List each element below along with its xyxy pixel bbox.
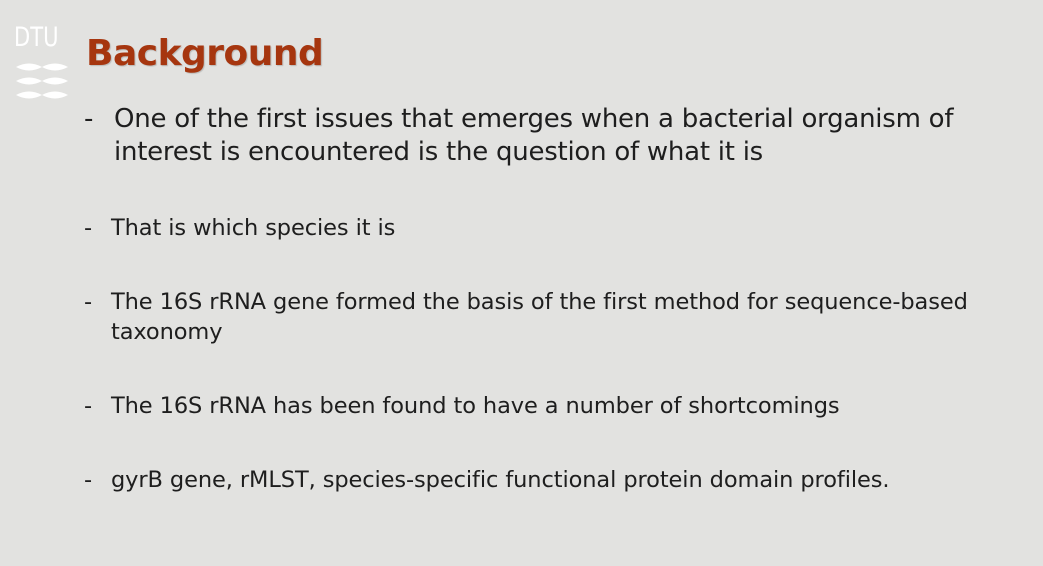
slide-title: Background [86,33,324,74]
bullet-text: One of the first issues that emerges whe… [114,104,954,167]
bullet-item: - The 16S rRNA has been found to have a … [84,391,1039,421]
bullet-dash: - [84,215,93,241]
bullet-dash: - [84,289,93,315]
dtu-wave-logo-icon [16,63,68,99]
logo-text: DTU [14,22,59,53]
dtu-logo: DTU [14,22,70,112]
bullet-text: The 16S rRNA has been found to have a nu… [111,393,840,419]
bullet-text: The 16S rRNA gene formed the basis of th… [111,289,968,345]
bullet-text: gyrB gene, rMLST, species-specific funct… [111,467,890,493]
bullet-item: - That is which species it is [84,213,1039,243]
bullet-dash: - [84,393,93,419]
bullet-item: - The 16S rRNA gene formed the basis of … [84,287,1039,347]
bullet-item: - One of the first issues that emerges w… [84,103,1024,169]
bullet-dash: - [84,104,94,134]
bullet-item: - gyrB gene, rMLST, species-specific fun… [84,465,1039,495]
bullet-dash: - [84,467,93,493]
bullet-text: That is which species it is [111,215,396,241]
